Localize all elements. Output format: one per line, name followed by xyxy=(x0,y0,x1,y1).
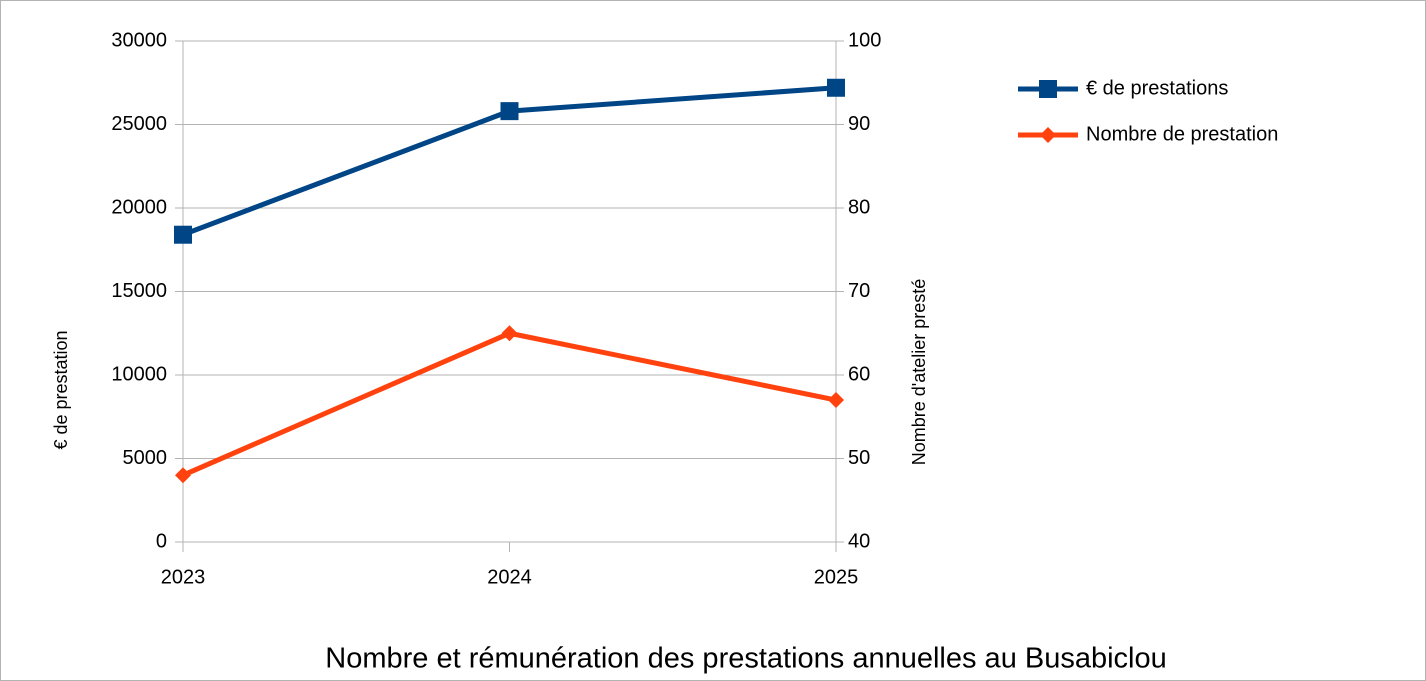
y2-tick-label: 80 xyxy=(848,196,870,218)
y2-tick-label: 90 xyxy=(848,113,870,135)
y2-tick-label: 40 xyxy=(848,530,870,552)
chart-title: Nombre et rémunération des prestations a… xyxy=(325,643,1167,675)
marker xyxy=(175,467,191,484)
y2-tick-label: 50 xyxy=(848,447,870,469)
x-tick-label: 2023 xyxy=(161,566,206,588)
y2-tick-label: 100 xyxy=(848,29,881,51)
legend-label: Nombre de prestation xyxy=(1086,123,1278,145)
marker xyxy=(501,325,518,342)
marker xyxy=(828,392,844,409)
marker xyxy=(827,78,845,97)
y2-axis-label: Nombre d'atelier presté xyxy=(909,279,929,466)
y-axis-label: € de prestation xyxy=(51,330,71,449)
marker xyxy=(174,225,192,244)
marker xyxy=(500,102,519,121)
y2-tick-label: 60 xyxy=(848,363,870,385)
y-tick-label: 0 xyxy=(156,530,167,552)
y2-tick-label: 70 xyxy=(848,280,870,302)
x-tick-label: 2025 xyxy=(814,566,859,588)
legend-label: € de prestations xyxy=(1086,77,1228,99)
x-tick-label: 2024 xyxy=(487,566,532,588)
y-tick-label: 15000 xyxy=(111,280,167,302)
y-tick-label: 5000 xyxy=(123,447,168,469)
y-tick-label: 20000 xyxy=(111,196,167,218)
legend-marker xyxy=(1040,127,1056,143)
y-tick-label: 10000 xyxy=(111,363,167,385)
y-tick-label: 30000 xyxy=(111,29,167,51)
legend-marker xyxy=(1039,80,1057,98)
y-tick-label: 25000 xyxy=(111,113,167,135)
